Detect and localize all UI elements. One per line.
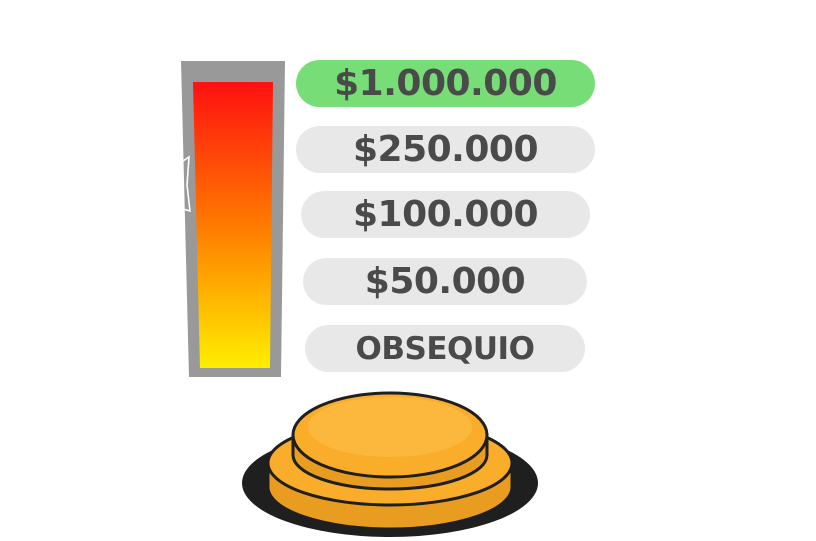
meter-fill — [193, 82, 273, 368]
prize-level-2[interactable]: $250.000 — [296, 126, 595, 173]
prize-level-4[interactable]: $50.000 — [303, 258, 587, 305]
prize-level-5[interactable]: OBSEQUIO — [305, 325, 585, 372]
prize-level-meter — [181, 61, 285, 377]
buzzer-button[interactable] — [240, 385, 540, 541]
meter-graphic — [181, 61, 285, 377]
prize-level-3[interactable]: $100.000 — [301, 191, 590, 238]
meter-marker — [182, 155, 191, 213]
buzzer-icon — [242, 391, 538, 537]
prize-level-1[interactable]: $1.000.000 — [296, 60, 595, 107]
